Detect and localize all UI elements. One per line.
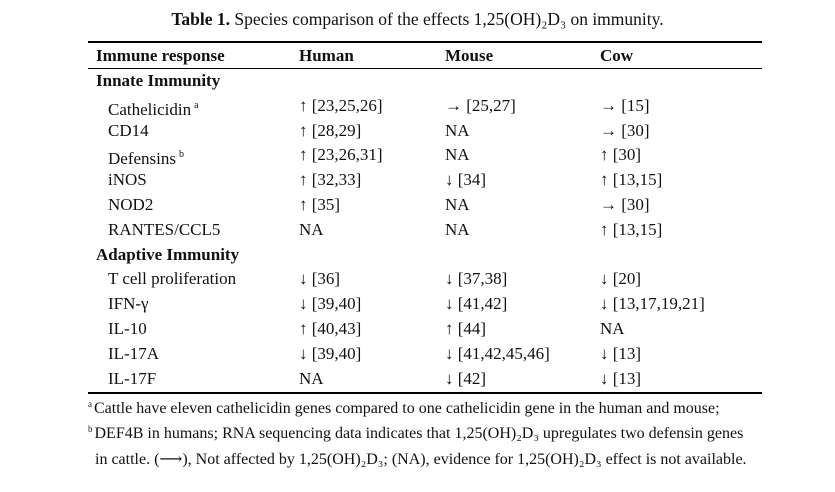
footnote-mark: a bbox=[194, 99, 199, 111]
footnote-text: DEF4B in humans; RNA sequencing data ind… bbox=[94, 425, 744, 442]
table-row: IL-17F NA ↓ [42] ↓ [13] bbox=[88, 367, 762, 391]
response-name: IL-17F bbox=[108, 368, 157, 388]
mouse-cell: ↓ [37,38] bbox=[445, 269, 508, 289]
human-cell: ↓ [36] bbox=[299, 269, 341, 289]
mouse-cell: ↓ [42] bbox=[445, 368, 487, 388]
table-row: IFN-γ ↓ [39,40] ↓ [41,42] ↓ [13,17,19,21] bbox=[88, 292, 762, 316]
immune-response-cell: NOD2 bbox=[108, 193, 153, 217]
section-header: Adaptive Immunity bbox=[88, 243, 762, 267]
response-name: RANTES/CCL5 bbox=[108, 219, 221, 239]
table-row: IL-10 ↑ [40,43] ↑ [44] NA bbox=[88, 317, 762, 341]
immune-response-cell: IL-17A bbox=[108, 342, 159, 366]
immune-response-cell: CD14 bbox=[108, 119, 149, 143]
human-cell: NA bbox=[299, 368, 324, 388]
cow-cell: ↓ [20] bbox=[600, 269, 642, 289]
table-row: T cell proliferation ↓ [36] ↓ [37,38] ↓ [20… bbox=[88, 267, 762, 291]
table-caption: Table 1. Species comparison of the effec… bbox=[0, 9, 835, 30]
cow-cell: ↓ [13] bbox=[600, 368, 642, 388]
immune-response-cell: IL-17F bbox=[108, 367, 156, 391]
footnote: b DEF4B in humans; RNA sequencing data in… bbox=[88, 424, 743, 443]
human-cell: ↓ [39,40] bbox=[299, 343, 362, 363]
immune-response-cell: iNOS bbox=[108, 168, 147, 192]
caption-text: Species comparison of the effects 1,25(O… bbox=[234, 9, 664, 29]
human-cell: ↑ [23,26,31] bbox=[299, 145, 383, 165]
human-cell: ↑ [28,29] bbox=[299, 120, 362, 140]
response-name: iNOS bbox=[108, 170, 147, 190]
mouse-cell: ↓ [41,42] bbox=[445, 294, 508, 314]
human-cell: ↑ [35] bbox=[299, 195, 341, 214]
header-immune-response: Immune response bbox=[96, 46, 225, 65]
table-row: Defensins b ↑ [23,26,31] NA ↑ [30] bbox=[88, 143, 762, 168]
response-name: Cathelicidin bbox=[108, 99, 192, 119]
human-cell: ↓ [39,40] bbox=[299, 294, 362, 314]
immune-response-cell: RANTES/CCL5 bbox=[108, 218, 220, 242]
bottom-rule bbox=[88, 392, 762, 394]
response-name: T cell proliferation bbox=[108, 269, 237, 289]
header-mouse: Mouse bbox=[445, 46, 494, 65]
footnote-mark: a bbox=[88, 399, 92, 409]
immune-response-cell: Defensins b bbox=[108, 143, 184, 171]
immune-response-cell: IFN-γ bbox=[108, 292, 149, 316]
table-row: iNOS ↑ [32,33] ↓ [34] ↑ [13,15] bbox=[88, 168, 762, 192]
table-row: IL-17A ↓ [39,40] ↓ [41,42,45,46] ↓ [13] bbox=[88, 342, 762, 366]
cow-cell: → [15] bbox=[600, 95, 650, 115]
mouse-cell: ↑ [44] bbox=[445, 319, 487, 338]
mouse-cell: NA bbox=[445, 219, 470, 239]
header-cow: Cow bbox=[600, 46, 634, 65]
response-name: IL-17A bbox=[108, 343, 159, 363]
response-name: NOD2 bbox=[108, 195, 154, 214]
footnote-mark: b bbox=[178, 149, 184, 161]
header-row: Immune response Human Mouse Cow bbox=[88, 44, 762, 68]
human-cell: ↑ [40,43] bbox=[299, 319, 362, 338]
response-name: IL-10 bbox=[108, 319, 147, 338]
header-rule bbox=[88, 68, 762, 69]
table-row: CD14 ↑ [28,29] NA → [30] bbox=[88, 119, 762, 143]
mouse-cell: NA bbox=[445, 120, 470, 140]
cow-cell: NA bbox=[600, 319, 625, 338]
mouse-cell: NA bbox=[445, 195, 470, 214]
table-row: Cathelicidin a ↑ [23,25,26] → [25,27] → [15] bbox=[88, 94, 762, 119]
mouse-cell: NA bbox=[445, 145, 470, 165]
footnote-text: in cattle. (⟶), Not affected by 1,25(OH)… bbox=[95, 451, 747, 468]
response-name: IFN-γ bbox=[108, 294, 149, 314]
footnote-text: Cattle have eleven cathelicidin genes co… bbox=[94, 400, 720, 417]
section-title: Innate Immunity bbox=[96, 71, 221, 90]
footnote-mark: b bbox=[88, 424, 93, 434]
cow-cell: ↓ [13] bbox=[600, 343, 642, 363]
footnote: in cattle. (⟶), Not affected by 1,25(OH)… bbox=[95, 449, 747, 469]
human-cell: ↑ [23,25,26] bbox=[299, 95, 383, 115]
cow-cell: → [30] bbox=[600, 195, 650, 214]
header-human: Human bbox=[299, 46, 354, 65]
immune-response-cell: IL-10 bbox=[108, 317, 147, 341]
cow-cell: → [30] bbox=[600, 120, 650, 140]
cow-cell: ↑ [13,15] bbox=[600, 219, 663, 239]
caption-label: Table 1. bbox=[171, 9, 231, 29]
table-row: NOD2 ↑ [35] NA → [30] bbox=[88, 193, 762, 217]
section-title: Adaptive Immunity bbox=[96, 244, 240, 264]
mouse-cell: ↓ [34] bbox=[445, 170, 487, 190]
section-header: Innate Immunity bbox=[88, 69, 762, 93]
mouse-cell: → [25,27] bbox=[445, 95, 516, 115]
response-name: CD14 bbox=[108, 120, 149, 140]
human-cell: ↑ [32,33] bbox=[299, 170, 362, 190]
response-name: Defensins bbox=[108, 149, 176, 169]
top-rule bbox=[88, 41, 762, 43]
cow-cell: ↓ [13,17,19,21] bbox=[600, 294, 705, 314]
immune-response-cell: T cell proliferation bbox=[108, 267, 236, 291]
table-row: RANTES/CCL5 NA NA ↑ [13,15] bbox=[88, 218, 762, 242]
cow-cell: ↑ [13,15] bbox=[600, 170, 663, 190]
immune-response-cell: Cathelicidin a bbox=[108, 94, 199, 122]
footnote: a Cattle have eleven cathelicidin genes c… bbox=[88, 399, 720, 418]
cow-cell: ↑ [30] bbox=[600, 145, 642, 165]
mouse-cell: ↓ [41,42,45,46] bbox=[445, 343, 550, 363]
human-cell: NA bbox=[299, 219, 324, 239]
